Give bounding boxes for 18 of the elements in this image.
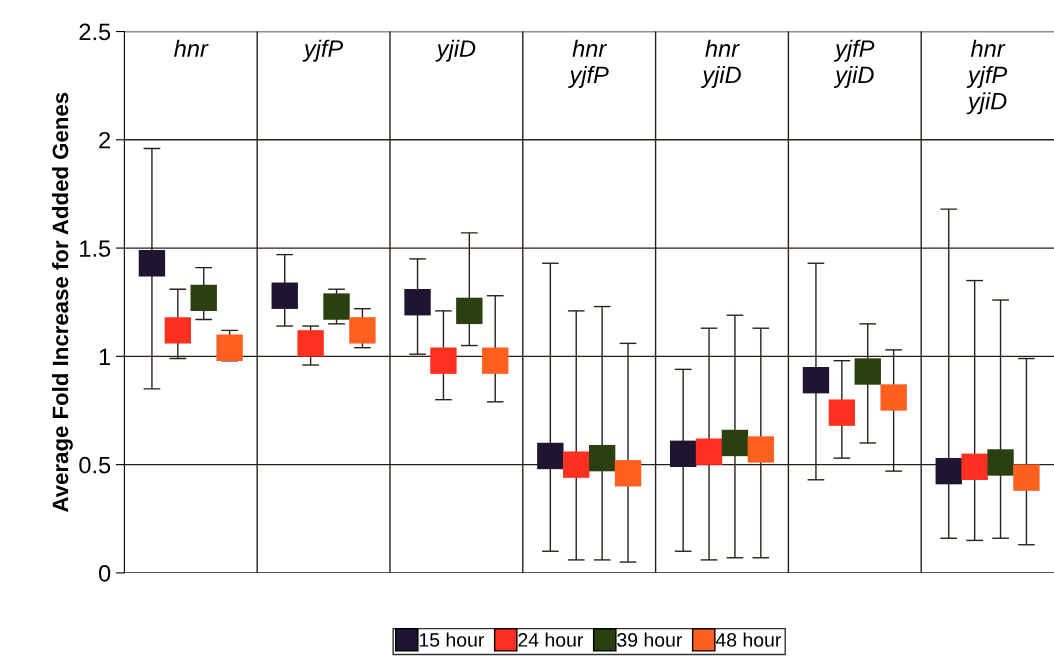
y-tick-label: 0.5 <box>79 456 111 474</box>
legend-label: 15 hour <box>419 632 485 647</box>
x-tick-label: hnr yjfP <box>568 39 609 88</box>
y-tick-label: 1.5 <box>80 240 111 257</box>
y-axis-title: Average Fold Increase for Added Genes <box>51 92 73 512</box>
x-tick-label: hnr yjfP yjiD <box>966 39 1008 115</box>
legend-label: 39 hour <box>617 632 683 647</box>
y-tick-label: 0 <box>98 564 111 582</box>
x-tick-label: hnr yjiD <box>700 39 741 88</box>
x-tick-label: yjfP <box>302 39 344 62</box>
legend-label: 48 hour <box>715 632 782 647</box>
y-tick-label: 2 <box>99 131 110 149</box>
legend-label: 24 hour <box>518 632 584 647</box>
y-tick-label: 2.5 <box>79 23 111 41</box>
x-tick-label: yjfP yjiD <box>833 39 875 88</box>
y-tick-label: 1 <box>99 348 111 365</box>
x-tick-label: hnr <box>174 39 209 57</box>
x-tick-label: yjiD <box>435 39 476 62</box>
